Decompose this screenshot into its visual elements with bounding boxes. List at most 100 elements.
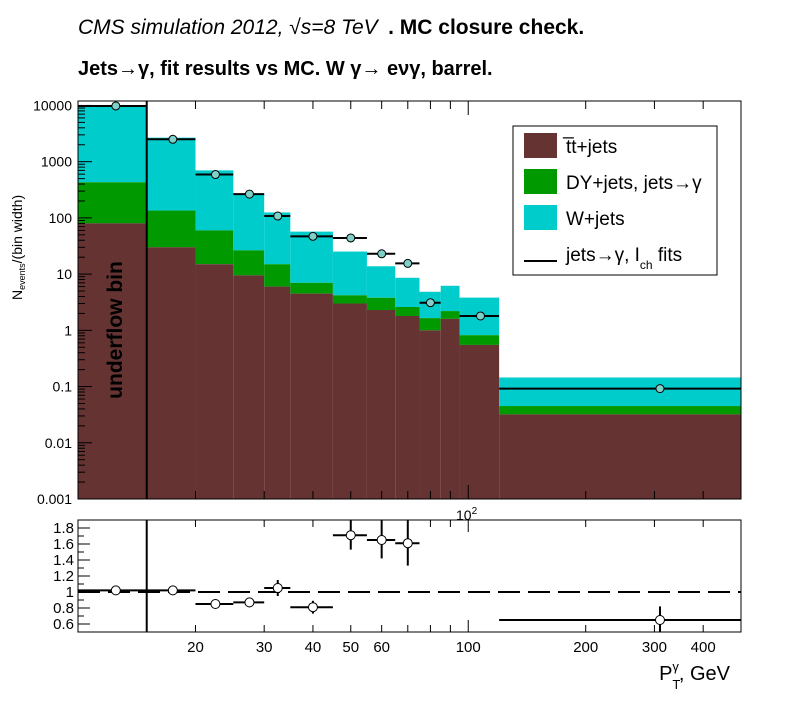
ratio-point — [654, 615, 665, 625]
ratio-x-axis: 20 30 40 50 60 100 200 300 400 — [187, 520, 716, 656]
bar-wjets — [395, 277, 420, 308]
ratio-plot-frame — [77, 519, 742, 633]
legend-box — [512, 125, 718, 276]
ratio-points — [78, 520, 741, 632]
stacked-histogram — [78, 105, 741, 499]
ratio-y-tick-label: 0.6 — [53, 616, 74, 633]
ratio-point — [167, 585, 178, 596]
data-point — [244, 189, 254, 199]
bar-ttjets — [440, 318, 460, 499]
bar-ttjets — [332, 303, 367, 499]
bar-wjets — [264, 212, 291, 265]
legend-swatch-wjets — [524, 205, 557, 230]
data-point — [168, 134, 178, 144]
ratio-x-tick-label: 30 — [256, 639, 273, 656]
top-xtick-label: 102 — [456, 506, 478, 523]
bar-wjets — [366, 266, 396, 298]
bar-ttjets — [395, 315, 420, 499]
main-plot-panel: 10000 1000 100 10 1 0.1 0.01 0.001 underflow bi… — [9, 97, 742, 523]
ratio-point — [110, 585, 121, 596]
legend-swatch-dyjets — [524, 169, 557, 194]
bar-wjets — [332, 251, 367, 296]
ratio-plot-panel: 1.81.61.41.210.80.6 20 30 40 50 60 100 200 300 4… — [53, 519, 742, 692]
bar-ttjets — [146, 247, 196, 499]
bar-wjets — [499, 377, 741, 407]
ratio-point — [244, 597, 255, 608]
ratio-point — [272, 583, 283, 593]
underflow-label: underflow bin — [104, 261, 127, 399]
y-tick-label: 10000 — [33, 97, 72, 113]
bar-ttjets — [264, 286, 291, 499]
bar-dyjets — [146, 210, 196, 248]
data-point — [111, 101, 121, 111]
bar-dyjets — [419, 318, 441, 331]
bar-dyjets — [332, 295, 367, 304]
legend-label-dyjets: DY+jets, jets→γ — [566, 173, 702, 194]
legend-swatch-ttjets — [524, 133, 557, 158]
title-line2: Jets→γ, fit results vs MC. W γ→ eνγ, bar… — [78, 58, 493, 80]
bar-dyjets — [499, 406, 741, 415]
bar-ttjets — [78, 223, 147, 499]
data-point — [425, 298, 435, 308]
ratio-x-tick-label: 100 — [456, 639, 481, 656]
bar-dyjets — [290, 282, 333, 294]
ratio-point — [376, 535, 387, 545]
y-tick-label: 100 — [49, 210, 73, 226]
ratio-y-tick-label: 1 — [66, 584, 74, 601]
legend-label-ttjets: t̅t+jets — [562, 137, 617, 158]
bar-dyjets — [366, 297, 396, 310]
main-y-axis: 10000 1000 100 10 1 0.1 0.01 0.001 — [33, 97, 704, 507]
bar-dyjets — [395, 307, 420, 316]
ratio-point — [307, 602, 318, 613]
data-point — [308, 231, 318, 241]
ratio-point — [345, 530, 356, 541]
ratio-x-tick-label: 60 — [373, 639, 390, 656]
legend-label-wjets: W+jets — [566, 209, 625, 230]
data-points — [78, 101, 741, 394]
ratio-y-tick-label: 1.4 — [53, 552, 74, 569]
bar-wjets — [440, 285, 460, 312]
ratio-y-tick-label: 1.2 — [53, 568, 74, 585]
ratio-x-tick-label: 50 — [342, 639, 359, 656]
legend-label-fits: jets→γ, Ich fits — [565, 245, 682, 272]
title-line1: CMS simulation 2012, √s=8 TeV . MC closu… — [78, 16, 584, 39]
bar-ttjets — [419, 330, 441, 499]
y-tick-label: 10 — [56, 266, 72, 282]
y-tick-label: 0.1 — [53, 379, 73, 395]
data-point — [403, 258, 413, 268]
bar-ttjets — [366, 309, 396, 499]
bar-ttjets — [233, 275, 265, 499]
ratio-y-tick-label: 1.6 — [53, 536, 74, 553]
ratio-x-tick-label: 20 — [187, 639, 204, 656]
bar-ttjets — [499, 414, 741, 499]
title-line1-italic: CMS simulation 2012, √s=8 TeV — [78, 16, 380, 39]
ratio-y-tick-label: 0.8 — [53, 600, 74, 617]
bar-dyjets — [264, 264, 291, 287]
y-tick-label: 1 — [64, 322, 72, 338]
ratio-x-tick-label: 200 — [573, 639, 598, 656]
ratio-y-tick-label: 1.8 — [53, 520, 74, 537]
bar-dyjets — [195, 230, 234, 265]
bar-wjets — [233, 193, 265, 251]
bar-dyjets — [78, 182, 147, 224]
y-tick-label: 0.01 — [45, 435, 72, 451]
bar-dyjets — [233, 250, 265, 276]
data-point — [346, 233, 356, 243]
data-point — [210, 170, 220, 180]
data-point — [475, 311, 485, 321]
legend: t̅t+jets DY+jets, jets→γ W+jets jets→γ, … — [512, 125, 718, 276]
main-plot-frame — [77, 100, 742, 500]
data-point — [377, 249, 387, 259]
bar-ttjets — [459, 344, 500, 499]
data-point — [273, 211, 283, 221]
y-tick-label: 0.001 — [37, 491, 72, 507]
y-tick-label: 1000 — [41, 154, 72, 170]
bar-wjets — [78, 105, 147, 183]
main-y-axis-label: Nevents/(bin width) — [9, 195, 27, 300]
bar-dyjets — [440, 311, 460, 319]
data-point — [655, 384, 665, 394]
bar-wjets — [146, 137, 196, 211]
title-line1-bold: . MC closure check. — [388, 16, 584, 39]
ratio-x-tick-label: 400 — [691, 639, 716, 656]
